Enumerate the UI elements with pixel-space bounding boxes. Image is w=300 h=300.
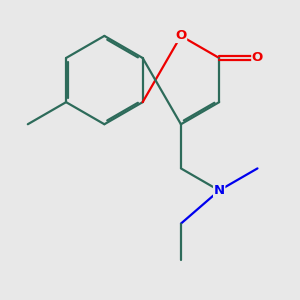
Text: O: O — [252, 52, 263, 64]
Text: N: N — [214, 184, 225, 197]
Text: O: O — [175, 29, 187, 42]
